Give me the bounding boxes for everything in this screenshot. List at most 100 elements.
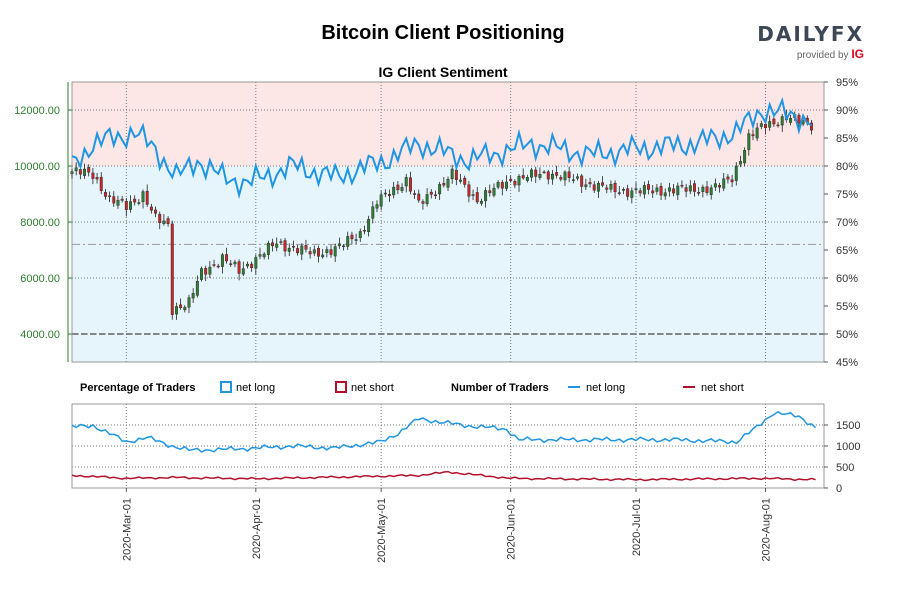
candle-body <box>116 199 120 206</box>
candle-body <box>417 193 421 201</box>
candle-body <box>630 190 634 198</box>
date-tick-label: 2020-Jul-01 <box>631 498 643 556</box>
percent-tick-label: 85% <box>836 133 858 145</box>
candle-body <box>212 264 216 266</box>
candle-body <box>379 194 383 207</box>
percent-tick-label: 90% <box>836 105 858 117</box>
candle-body <box>459 179 462 182</box>
candle-body <box>208 266 212 275</box>
percent-tick-label: 45% <box>836 357 858 369</box>
candle-body <box>250 263 254 269</box>
price-axis: 4000.00 6000.00 8000.00 10000.00 12000.00 <box>14 82 72 362</box>
date-tick-label: 2020-Mar-01 <box>121 498 133 561</box>
candle-body <box>246 263 249 267</box>
candle-body <box>158 213 162 223</box>
candle-body <box>388 194 391 197</box>
candle-body <box>346 236 350 247</box>
candle-body <box>605 187 609 190</box>
candle-body <box>505 181 508 189</box>
brand-provided: provided by <box>796 50 849 61</box>
candle-body <box>797 114 801 124</box>
legend-num-title: Number of Traders <box>451 382 549 394</box>
candle-body <box>747 133 751 150</box>
candle-body <box>521 175 525 179</box>
candle-body <box>220 254 224 267</box>
candle-body <box>296 248 300 254</box>
percent-axis: 45% 50% 55% 60% 65% 70% 75% 80% 85% 90% 95% <box>824 77 858 369</box>
percent-tick-label: 60% <box>836 273 858 285</box>
legend-num-long: net long <box>586 382 625 394</box>
candle-body <box>709 187 713 195</box>
candle-body <box>204 268 208 275</box>
candle-body <box>500 182 504 189</box>
candle-body <box>74 167 78 172</box>
candle-body <box>87 167 91 173</box>
candle-body <box>454 169 458 180</box>
candle-body <box>70 171 74 175</box>
candle-body <box>421 201 425 204</box>
candle-body <box>596 182 600 192</box>
candle-body <box>672 188 676 194</box>
percent-tick-label: 75% <box>836 189 858 201</box>
candle-body <box>354 239 358 241</box>
candle-body <box>99 176 103 192</box>
candle-body <box>392 186 396 196</box>
candle-body <box>413 193 417 195</box>
traders-grid <box>72 404 824 489</box>
candle-body <box>179 304 183 309</box>
candle-body <box>429 191 433 195</box>
traders-axis: 0 500 1000 1500 <box>824 420 860 495</box>
candle-body <box>438 184 442 195</box>
candle-body <box>638 190 642 194</box>
candle-body <box>325 249 329 253</box>
candle-body <box>734 165 738 181</box>
legend: Percentage of Traders net long net short… <box>80 381 744 394</box>
candle-body <box>517 175 521 186</box>
candle-body <box>684 187 688 192</box>
candle-body <box>697 192 701 194</box>
candle-body <box>400 187 404 191</box>
candle-body <box>149 206 153 211</box>
price-tick-label: 6000.00 <box>20 273 60 285</box>
candle-body <box>588 182 592 185</box>
price-tick-label: 10000.00 <box>14 161 60 173</box>
candle-body <box>642 185 646 195</box>
candle-body <box>358 231 362 238</box>
candle-body <box>513 180 517 186</box>
candle-body <box>563 171 567 181</box>
percent-tick-label: 50% <box>836 329 858 341</box>
candle-body <box>764 124 767 129</box>
candle-body <box>580 175 584 187</box>
legend-pct-long: net long <box>236 382 275 394</box>
candle-body <box>408 177 412 192</box>
candle-body <box>479 200 483 204</box>
candle-body <box>174 306 178 315</box>
candle-body <box>776 124 780 127</box>
price-candles <box>70 109 813 320</box>
price-tick-label: 12000.00 <box>14 105 60 117</box>
candle-body <box>375 204 379 209</box>
date-tick-label: 2020-May-01 <box>376 498 388 563</box>
candle-body <box>154 209 158 214</box>
candle-body <box>300 245 304 255</box>
candle-body <box>751 134 755 137</box>
candle-body <box>425 194 429 205</box>
candle-body <box>701 186 705 192</box>
candle-body <box>183 306 187 311</box>
candle-body <box>738 161 742 165</box>
candle-body <box>91 172 95 179</box>
price-tick-label: 4000.00 <box>20 329 60 341</box>
price-tick-label: 8000.00 <box>20 217 60 229</box>
candle-body <box>496 182 500 188</box>
candle-body <box>442 183 446 186</box>
candle-body <box>450 168 454 180</box>
candle-body <box>772 118 776 125</box>
candle-body <box>726 176 730 180</box>
candle-body <box>789 118 793 123</box>
candle-body <box>755 127 759 139</box>
candle-body <box>463 177 467 185</box>
net-short-traders-line <box>71 470 816 482</box>
candle-body <box>275 243 279 248</box>
candle-body <box>743 150 747 164</box>
